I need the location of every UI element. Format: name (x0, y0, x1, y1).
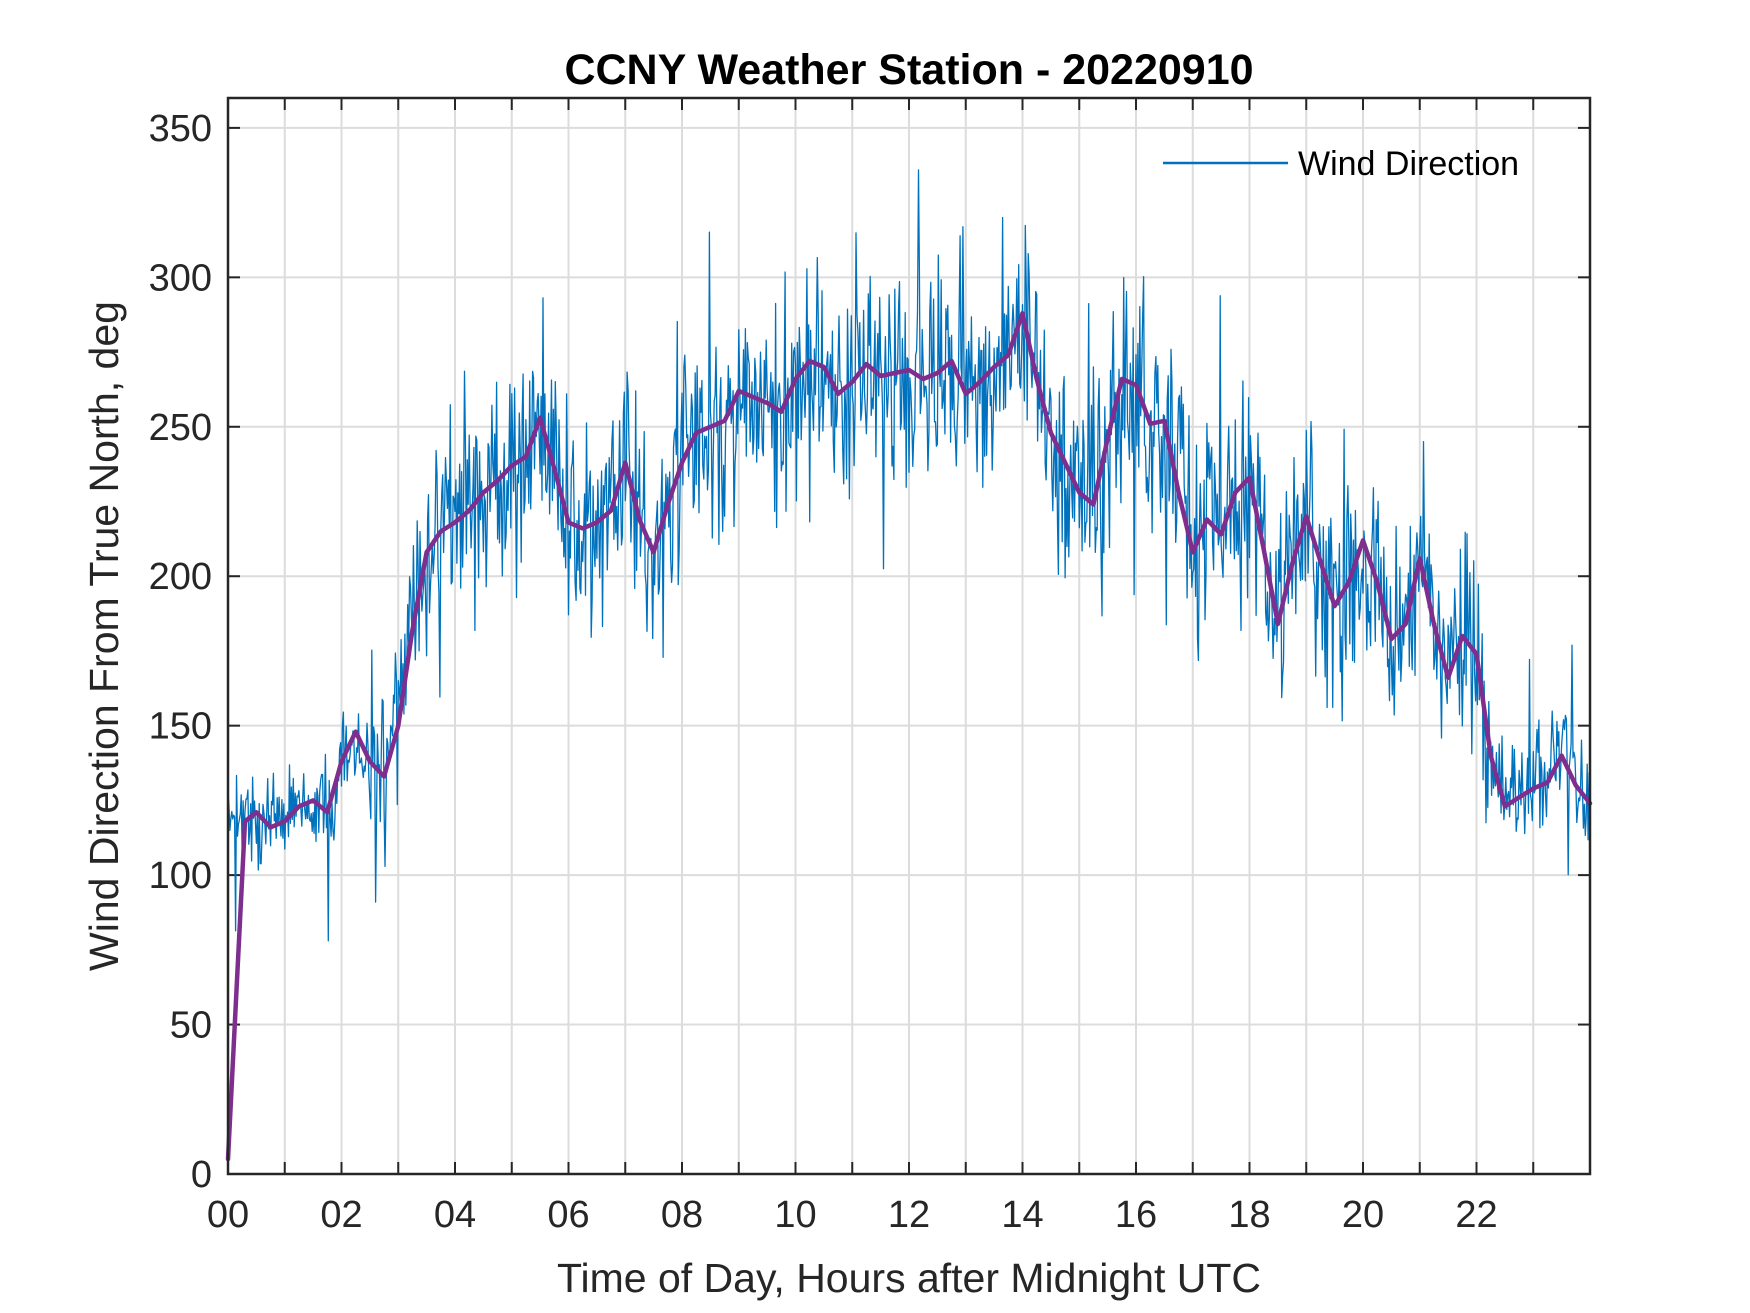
y-tick-label: 150 (149, 706, 212, 748)
y-tick-label: 250 (149, 407, 212, 449)
x-tick-label: 14 (1001, 1194, 1043, 1236)
y-tick-label: 300 (149, 257, 212, 299)
x-tick-label: 16 (1115, 1194, 1157, 1236)
legend-label: Wind Direction (1298, 145, 1519, 183)
x-tick-label: 20 (1342, 1194, 1384, 1236)
x-tick-label: 00 (207, 1194, 249, 1236)
y-tick-label: 50 (170, 1005, 212, 1047)
smoothed-wind-direction-line (225, 310, 1593, 1162)
series-group (225, 169, 1593, 1162)
x-tick-label: 18 (1228, 1194, 1270, 1236)
legend: Wind Direction (1163, 145, 1519, 183)
x-tick-label: 02 (320, 1194, 362, 1236)
x-axis-label: Time of Day, Hours after Midnight UTC (557, 1255, 1261, 1301)
chart-title: CCNY Weather Station - 20220910 (564, 46, 1253, 94)
x-tick-label: 06 (547, 1194, 589, 1236)
x-tick-label: 04 (434, 1194, 476, 1236)
wind-direction-line (227, 169, 1591, 942)
x-tick-label: 10 (774, 1194, 816, 1236)
grid (228, 98, 1590, 1174)
x-tick-labels: 00 02 04 06 08 10 12 14 16 18 20 22 (207, 1194, 1498, 1236)
axes-box (226, 96, 1592, 1176)
x-tick-label: 22 (1455, 1194, 1497, 1236)
x-tick-label: 08 (661, 1194, 703, 1236)
x-tick-label: 12 (888, 1194, 930, 1236)
y-tick-label: 200 (149, 556, 212, 598)
y-tick-label: 100 (149, 855, 212, 897)
y-tick-label: 350 (149, 108, 212, 150)
y-axis-label: Wind Direction From True North, deg (81, 301, 127, 971)
y-tick-label: 0 (191, 1154, 212, 1196)
y-tick-labels: 0 50 100 150 200 250 300 350 (149, 108, 212, 1196)
